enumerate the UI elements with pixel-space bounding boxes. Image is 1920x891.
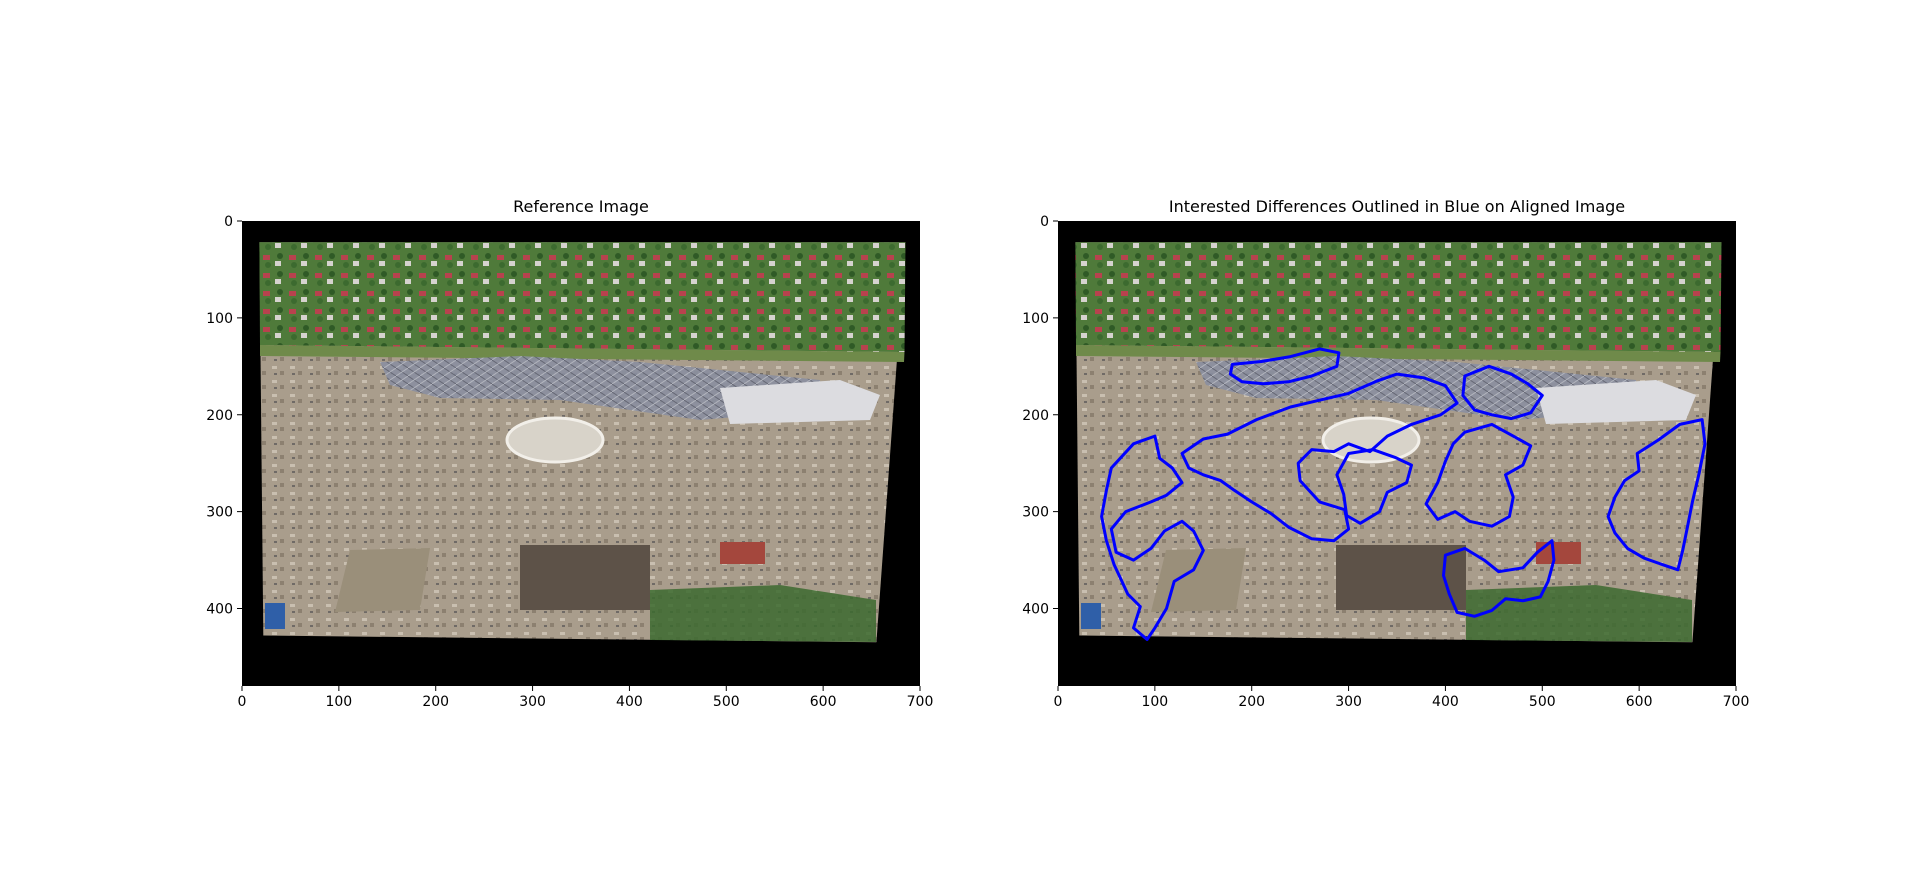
right-y-tick-label: 100 <box>1022 311 1049 327</box>
left-x-tick-label: 300 <box>519 694 546 710</box>
difference-outlines <box>1100 347 1707 641</box>
left-x-tick-label: 600 <box>810 694 837 710</box>
left-x-tick-label: 100 <box>325 694 352 710</box>
right-photo-stadium-steel <box>1196 356 1636 420</box>
left-x-tick-label: 200 <box>422 694 449 710</box>
right-photo-blue-container <box>1081 603 1101 629</box>
left-x-tick-label: 500 <box>713 694 740 710</box>
left-y-tick-label: 0 <box>224 214 233 230</box>
left-photo-village <box>259 242 906 352</box>
right-x-tick-label: 600 <box>1626 694 1653 710</box>
right-x-tick-label: 100 <box>1141 694 1168 710</box>
right-photo-arena-ring <box>1321 416 1421 464</box>
left-photo-trees-bottom <box>650 585 876 642</box>
left-photo-arena-ring <box>505 416 605 464</box>
region-central-loop-outline <box>1335 448 1413 525</box>
region-upper-right-outline <box>1461 364 1544 421</box>
left-photo-road-band <box>260 345 905 362</box>
left-photo-building <box>520 545 650 610</box>
right-x-ticks: 0 100 200 300 400 500 600 700 <box>1054 686 1750 710</box>
left-y-tick-label: 200 <box>206 408 233 424</box>
left-panel-title: Reference Image <box>513 197 649 216</box>
right-panel-title: Interested Differences Outlined in Blue … <box>1169 197 1625 216</box>
right-x-tick-label: 200 <box>1238 694 1265 710</box>
region-mid-right-outline <box>1424 422 1533 528</box>
right-photo-roof-red <box>1536 542 1581 564</box>
left-axes: 0 100 200 300 400 500 600 700 0 100 200 300 400 <box>206 214 933 710</box>
left-photo-white-roof <box>720 380 880 424</box>
left-x-tick-label: 400 <box>616 694 643 710</box>
right-x-tick-label: 700 <box>1723 694 1750 710</box>
left-photo-roof-red <box>720 542 765 564</box>
right-photo-white-roof <box>1536 380 1696 424</box>
region-far-right-outline <box>1606 418 1707 572</box>
left-y-tick-label: 100 <box>206 311 233 327</box>
left-x-tick-label: 700 <box>907 694 934 710</box>
left-x-ticks: 0 100 200 300 400 500 600 700 <box>238 686 934 710</box>
right-axes: 0 100 200 300 400 500 600 700 0 100 200 300 400 <box>1022 214 1749 710</box>
right-panel: Interested Differences Outlined in Blue … <box>1022 197 1749 710</box>
left-y-tick-label: 400 <box>206 602 233 618</box>
left-photo-pond <box>335 548 430 612</box>
right-photo-building <box>1336 545 1466 610</box>
right-photo <box>1075 242 1722 643</box>
left-x-tick-label: 0 <box>238 694 247 710</box>
right-x-tick-label: 500 <box>1529 694 1556 710</box>
right-y-tick-label: 0 <box>1040 214 1049 230</box>
left-y-ticks: 0 100 200 300 400 <box>206 214 242 618</box>
left-photo-blue-container <box>265 603 285 629</box>
right-x-tick-label: 0 <box>1054 694 1063 710</box>
left-panel: Reference Image 0 100 200 300 400 500 600 700 0… <box>206 197 933 710</box>
left-y-tick-label: 300 <box>206 505 233 521</box>
right-x-tick-label: 400 <box>1432 694 1459 710</box>
region-top-band-outline <box>1228 347 1341 386</box>
region-left-lower-outline <box>1100 434 1205 641</box>
region-central-large-outline <box>1180 372 1459 543</box>
right-x-tick-label: 300 <box>1335 694 1362 710</box>
right-y-tick-label: 200 <box>1022 408 1049 424</box>
right-y-tick-label: 400 <box>1022 602 1049 618</box>
right-y-tick-label: 300 <box>1022 505 1049 521</box>
right-photo-road-band <box>1076 345 1721 362</box>
left-photo-stadium-steel <box>380 356 820 420</box>
right-y-ticks: 0 100 200 300 400 <box>1022 214 1058 618</box>
right-photo-pond <box>1151 548 1246 612</box>
right-photo-village <box>1075 242 1722 352</box>
left-photo <box>259 242 906 643</box>
region-lower-middle-outline <box>1442 539 1556 618</box>
